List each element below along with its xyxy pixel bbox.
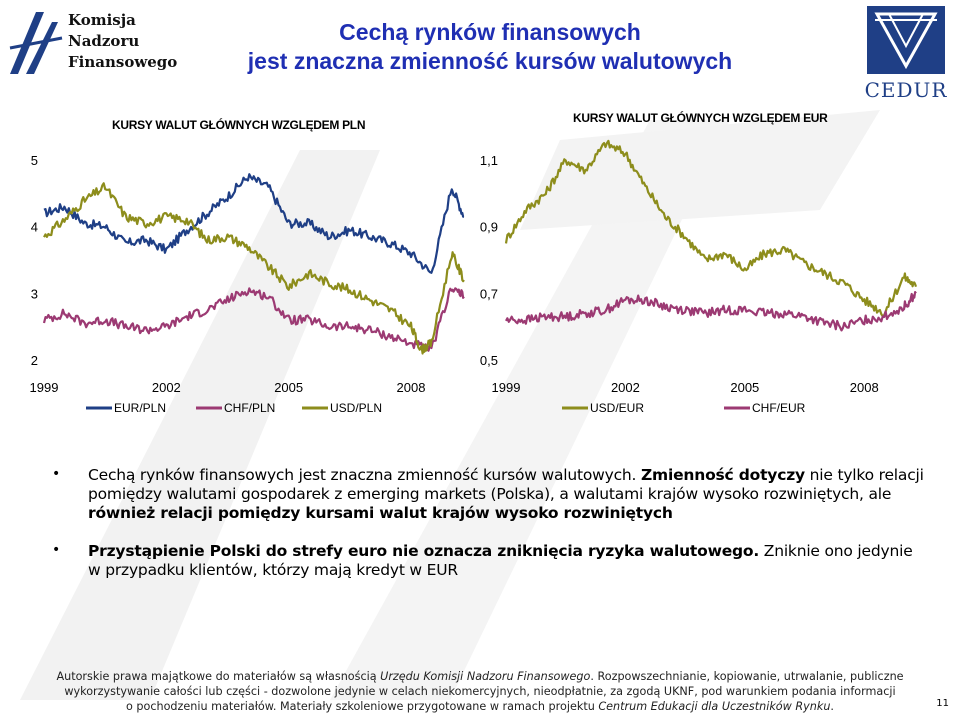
cedur-logo: CEDUR [863,6,949,102]
y-tick-label: 0,5 [480,353,498,368]
footer-line-2: wykorzystywanie całości lub części - doz… [64,685,896,698]
legend-label: USD/PLN [330,401,382,415]
page-number: 11 [936,698,949,709]
x-tick-label: 1999 [30,380,59,395]
logo-line-1: Komisja [68,11,136,29]
knf-logo: Komisja Nadzoru Finansowego [6,8,196,78]
y-tick-label: 1,1 [480,153,498,168]
chart-pln: 5 4 3 2 1999 2002 2005 2008 EUR/PLN CHF/PLN USD/PL… [30,153,465,415]
footer-line-1b: . Rozpowszechnianie, kopiowanie, utrwala… [590,670,904,683]
logo-line-2: Nadzoru [68,32,140,50]
chart-eur: 1,1 0,9 0,7 0,5 1999 2002 2005 2008 USD/EUR CHF/E… [480,139,918,415]
chart-eur-title: KURSY WALUT GŁÓWNYCH WZGLĘDEM EUR [573,111,828,125]
copyright-footer: Autorskie prawa majątkowe do materiałów … [40,669,920,714]
footer-line-1-italic: Urzędu Komisji Nadzoru Finansowego [380,670,591,683]
x-tick-label: 2008 [850,380,879,395]
footer-line-3-italic: Centrum Edukacji dla Uczestników Rynku [598,700,831,713]
chart-pln-title: KURSY WALUT GŁÓWNYCH WZGLĘDEM PLN [112,118,366,132]
series-line-chf-eur [505,291,917,332]
y-tick-label: 3 [31,286,38,301]
logo-line-3: Finansowego [68,53,178,71]
footer-line-3b: . [830,700,834,713]
bullet-2: Przystąpienie Polski do strefy euro nie … [88,542,928,580]
bullet-1-text-b: nie tylko relacji pomiędzy walutami gosp… [88,466,924,503]
legend-label: USD/EUR [590,401,644,415]
bullet-1-bold-a: Zmienność dotyczy [641,466,805,484]
legend-label: CHF/EUR [752,401,806,415]
footer-line-3a: o pochodzeniu materiałów. Materiały szko… [126,700,599,713]
bullet-dot-1: • [52,466,61,482]
x-tick-label: 2002 [611,380,640,395]
y-tick-label: 4 [31,220,38,235]
y-tick-label: 0,9 [480,220,498,235]
y-tick-label: 0,7 [480,286,498,301]
bullet-1: Cechą rynków finansowych jest znaczna zm… [88,466,928,523]
page-title: Cechą rynków finansowych jest znaczna zm… [190,18,790,76]
bullet-dot-2: • [52,542,61,558]
bullet-1-bold-b: również relacji pomiędzy kursami walut k… [88,504,673,522]
x-tick-label: 2002 [152,380,181,395]
bullet-2-text: Zniknie ono jedynie w przypadku klientów… [88,542,913,579]
series-line-usd-pln [43,182,465,355]
series-line-usd-eur [504,139,918,318]
series-line-chf-pln [42,287,465,352]
footer-line-1a: Autorskie prawa majątkowe do materiałów … [56,670,381,683]
x-tick-label: 1999 [492,380,521,395]
knf-emblem-icon [9,12,63,74]
x-tick-label: 2005 [730,380,759,395]
title-line-2: jest znaczna zmienność kursów walutowych [247,48,733,74]
y-tick-label: 5 [31,153,38,168]
legend-label: CHF/PLN [224,401,275,415]
legend-label: EUR/PLN [114,401,166,415]
x-tick-label: 2008 [397,380,426,395]
series-line-eur-pln [43,173,465,274]
cedur-wordmark: CEDUR [864,78,948,102]
y-tick-label: 2 [31,353,38,368]
cedur-emblem-icon [867,6,945,74]
x-tick-label: 2005 [274,380,303,395]
bullet-2-bold: Przystąpienie Polski do strefy euro nie … [88,542,760,560]
title-line-1: Cechą rynków finansowych [339,19,641,45]
bullet-1-text-a: Cechą rynków finansowych jest znaczna zm… [88,466,641,484]
